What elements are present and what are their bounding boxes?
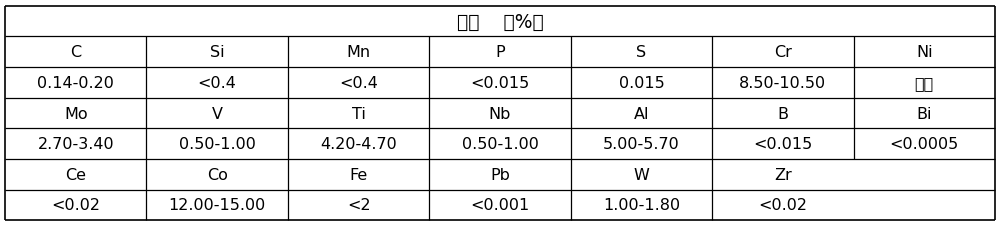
Text: <0.0005: <0.0005	[890, 136, 959, 151]
Text: 0.50-1.00: 0.50-1.00	[462, 136, 538, 151]
Text: 0.14-0.20: 0.14-0.20	[37, 76, 114, 91]
Text: Fe: Fe	[349, 167, 368, 182]
Text: W: W	[633, 167, 649, 182]
Text: <2: <2	[347, 197, 370, 212]
Text: Ce: Ce	[65, 167, 86, 182]
Text: 1.00-1.80: 1.00-1.80	[603, 197, 680, 212]
Text: Nb: Nb	[489, 106, 511, 121]
Text: <0.001: <0.001	[470, 197, 530, 212]
Text: 12.00-15.00: 12.00-15.00	[169, 197, 266, 212]
Text: Cr: Cr	[774, 45, 792, 60]
Text: <0.4: <0.4	[339, 76, 378, 91]
Text: 0.015: 0.015	[619, 76, 664, 91]
Text: Co: Co	[207, 167, 228, 182]
Text: <0.4: <0.4	[198, 76, 237, 91]
Text: B: B	[777, 106, 788, 121]
Text: S: S	[636, 45, 646, 60]
Text: 成分    （%）: 成分 （%）	[457, 12, 543, 32]
Text: 0.50-1.00: 0.50-1.00	[179, 136, 256, 151]
Text: 2.70-3.40: 2.70-3.40	[37, 136, 114, 151]
Text: <0.02: <0.02	[758, 197, 807, 212]
Text: Mn: Mn	[347, 45, 371, 60]
Text: 4.20-4.70: 4.20-4.70	[320, 136, 397, 151]
Text: Zr: Zr	[774, 167, 792, 182]
Text: V: V	[212, 106, 223, 121]
Text: <0.015: <0.015	[470, 76, 530, 91]
Text: Ni: Ni	[916, 45, 933, 60]
Text: C: C	[70, 45, 81, 60]
Text: Mo: Mo	[64, 106, 88, 121]
Text: 余量: 余量	[915, 76, 934, 91]
Text: Si: Si	[210, 45, 224, 60]
Text: Bi: Bi	[917, 106, 932, 121]
Text: Al: Al	[634, 106, 649, 121]
Text: 5.00-5.70: 5.00-5.70	[603, 136, 680, 151]
Text: 8.50-10.50: 8.50-10.50	[739, 76, 826, 91]
Text: <0.015: <0.015	[753, 136, 812, 151]
Text: <0.02: <0.02	[51, 197, 100, 212]
Text: Ti: Ti	[352, 106, 366, 121]
Text: P: P	[495, 45, 505, 60]
Text: Pb: Pb	[490, 167, 510, 182]
